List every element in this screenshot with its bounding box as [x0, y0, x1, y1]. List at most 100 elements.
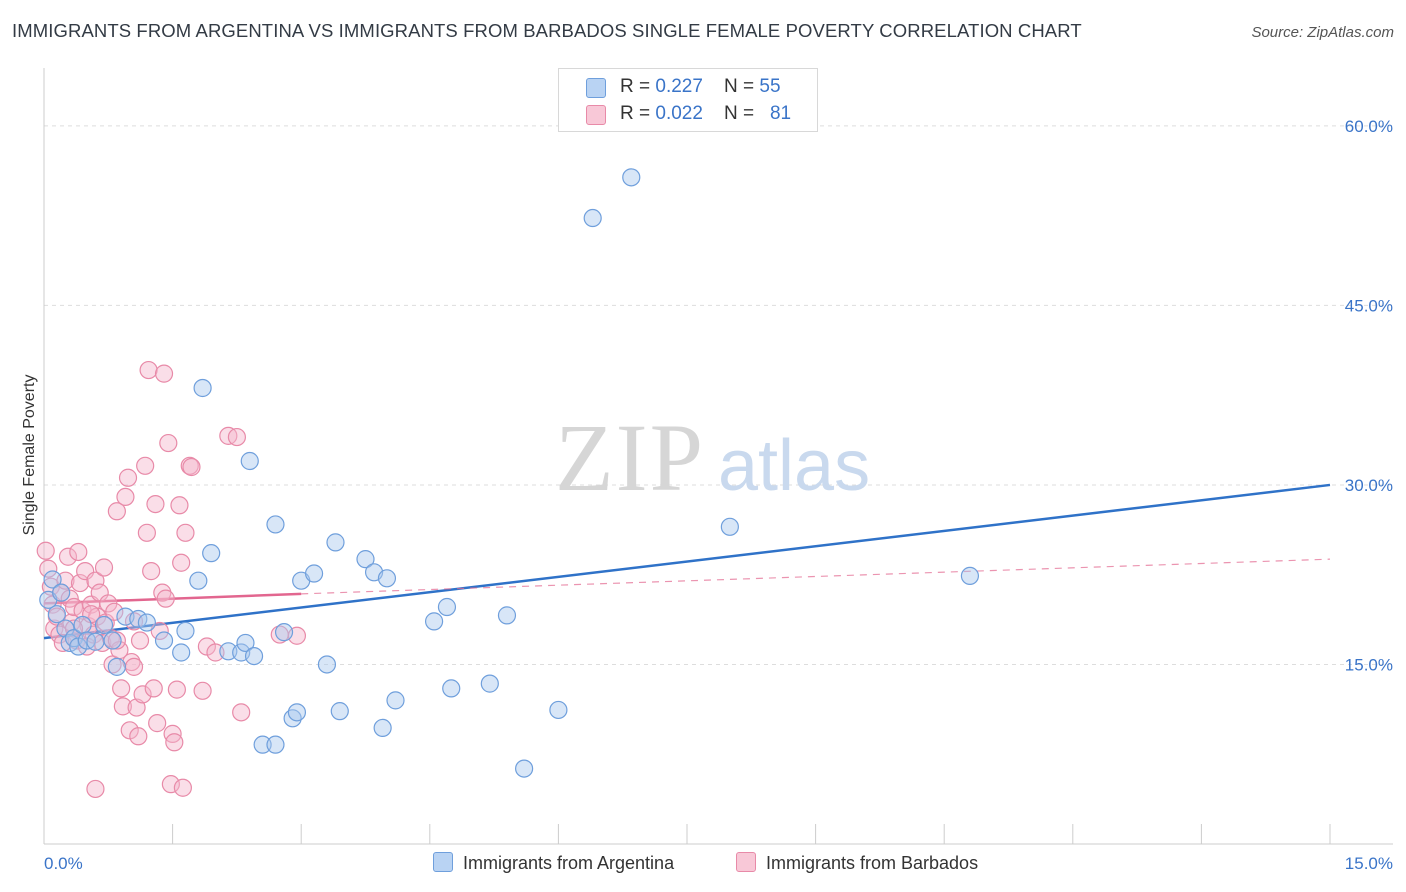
data-point-argentina	[219, 642, 238, 661]
bottom-legend-label-barbados: Immigrants from Barbados	[766, 853, 979, 873]
data-point-argentina	[154, 631, 174, 650]
y-axis-tick-labels: 15.0% 30.0% 45.0% 60.0%	[1345, 117, 1393, 675]
legend-n-label: N =	[724, 103, 760, 124]
data-point-argentina	[480, 674, 499, 693]
trendline-barbados-extrapolated	[301, 558, 1331, 595]
data-point-barbados	[148, 714, 167, 733]
data-point-barbados	[153, 583, 172, 602]
data-point-argentina	[47, 605, 66, 624]
legend-r-value: 0.227	[655, 76, 703, 97]
data-point-barbados	[112, 679, 131, 698]
y-tick-label: 60.0%	[1345, 117, 1393, 136]
data-point-argentina	[373, 718, 392, 738]
data-point-barbados	[86, 571, 105, 590]
data-point-barbados	[136, 456, 155, 475]
data-point-barbados	[69, 542, 88, 562]
data-point-argentina	[236, 633, 255, 653]
legend-swatch-argentina	[586, 78, 606, 98]
y-tick-label: 45.0%	[1345, 296, 1393, 315]
data-point-barbados	[161, 775, 180, 794]
data-point-argentina	[94, 615, 114, 635]
data-point-argentina	[287, 703, 307, 722]
data-point-barbados	[232, 703, 251, 722]
data-point-argentina	[377, 569, 397, 588]
data-point-argentina	[442, 679, 461, 698]
legend-r-label: R =	[620, 76, 656, 97]
watermark-zip: ZIP	[555, 404, 705, 511]
data-point-barbados	[139, 360, 158, 380]
watermark: ZIP atlas	[555, 404, 870, 511]
data-point-argentina	[356, 550, 375, 569]
bottom-legend-label-argentina: Immigrants from Argentina	[463, 853, 675, 873]
data-point-barbados	[170, 496, 189, 515]
data-point-barbados	[124, 657, 144, 676]
data-point-argentina	[515, 759, 534, 778]
data-point-argentina	[176, 621, 195, 641]
gridlines	[44, 125, 1393, 665]
trendline-barbados	[43, 592, 302, 605]
data-point-barbados	[227, 427, 246, 447]
data-point-barbados	[159, 433, 178, 453]
data-point-barbados	[144, 679, 163, 698]
bottom-legend-barbados: Immigrants from Barbados	[736, 852, 978, 874]
data-point-argentina	[304, 564, 324, 583]
data-point-barbados	[182, 457, 201, 477]
data-point-argentina	[266, 515, 285, 534]
data-point-argentina	[103, 631, 122, 650]
data-point-barbados	[53, 633, 72, 653]
axes	[43, 68, 1393, 845]
series-argentina	[39, 168, 980, 778]
x-tick-label-max: 15.0%	[1345, 854, 1393, 873]
data-point-argentina	[497, 606, 517, 625]
trendlines	[43, 483, 1331, 640]
data-point-barbados	[105, 602, 124, 621]
y-tick-label: 30.0%	[1345, 476, 1393, 495]
data-point-argentina	[240, 451, 259, 471]
data-point-barbados	[150, 621, 169, 641]
data-point-barbados	[129, 727, 148, 746]
data-point-argentina	[52, 583, 71, 602]
bottom-legend-swatch-argentina	[433, 852, 453, 872]
legend-n-value: 81	[769, 103, 792, 124]
data-point-barbados	[173, 778, 192, 797]
chart-title: IMMIGRANTS FROM ARGENTINA VS IMMIGRANTS …	[12, 20, 1082, 41]
legend-r-value: 0.022	[655, 103, 703, 124]
data-point-argentina	[137, 613, 156, 632]
data-point-barbados	[156, 589, 175, 608]
data-point-argentina	[86, 632, 105, 651]
data-point-argentina	[326, 533, 345, 552]
data-point-argentina	[189, 571, 208, 590]
y-axis-label: Single Female Poverty	[21, 375, 38, 536]
data-point-argentina	[274, 623, 294, 642]
data-point-argentina	[720, 517, 739, 536]
trendline-argentina	[43, 483, 1331, 640]
data-point-barbados	[122, 652, 141, 672]
data-point-argentina	[73, 615, 92, 635]
bottom-legend-swatch-barbados	[736, 852, 756, 872]
data-point-barbados	[137, 523, 156, 542]
data-point-argentina	[253, 735, 272, 754]
data-point-argentina	[107, 657, 126, 676]
bottom-legend-argentina: Immigrants from Argentina	[433, 852, 674, 874]
data-point-barbados	[116, 487, 135, 507]
data-point-argentina	[622, 168, 641, 187]
data-point-argentina	[424, 612, 444, 631]
data-point-barbados	[206, 643, 225, 662]
data-point-argentina	[330, 702, 349, 721]
data-point-argentina	[317, 655, 337, 674]
source-label: Source: ZipAtlas.com	[1251, 24, 1394, 41]
data-point-barbados	[176, 523, 195, 542]
data-point-argentina	[244, 646, 264, 666]
data-point-argentina	[43, 570, 62, 589]
data-point-barbados	[39, 559, 58, 578]
data-point-argentina	[193, 378, 212, 398]
data-point-barbados	[107, 502, 126, 521]
data-point-argentina	[202, 544, 221, 563]
data-point-barbados	[133, 685, 152, 704]
data-point-barbados	[56, 571, 75, 590]
data-point-argentina	[583, 208, 602, 228]
data-point-barbados	[193, 681, 212, 700]
data-point-argentina	[960, 566, 980, 586]
data-point-argentina	[549, 700, 568, 720]
